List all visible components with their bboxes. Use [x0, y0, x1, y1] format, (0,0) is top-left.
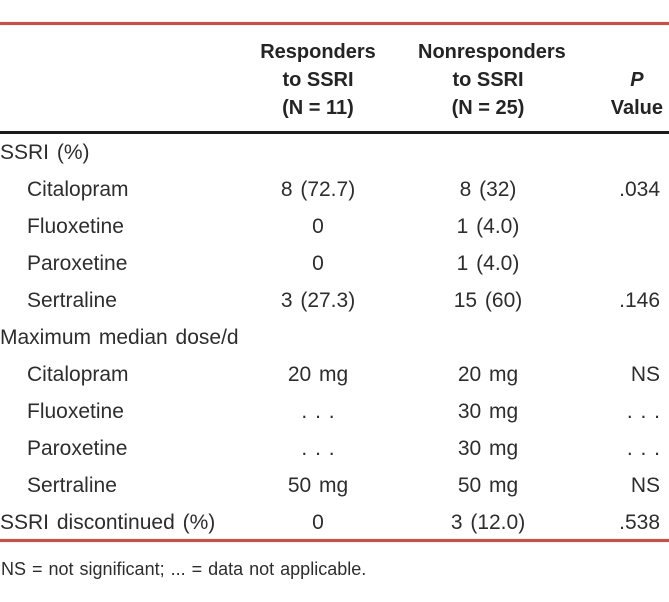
p-value-cell	[558, 245, 669, 282]
header-p-value-word: Value	[610, 97, 663, 119]
p-value-cell	[558, 133, 669, 172]
responders-cell: 50 mg	[287, 474, 349, 497]
p-value-cell: .538	[619, 511, 660, 534]
nonresponders-cell: 30 mg	[457, 437, 519, 460]
responders-cell: 8 (72.7)	[280, 178, 356, 201]
table-row: SSRI (%)	[0, 133, 669, 172]
row-label: Citalopram	[27, 178, 129, 201]
table-row: Citalopram 20 mg 20 mg NS	[0, 356, 669, 393]
p-value-cell	[558, 319, 669, 356]
responders-cell	[218, 133, 418, 172]
table-row: Paroxetine . . . 30 mg . . .	[0, 430, 669, 467]
table-row: Citalopram 8 (72.7) 8 (32) .034	[0, 171, 669, 208]
table-body: SSRI (%) Citalopram 8 (72.7) 8 (32) .034…	[0, 133, 669, 542]
nonresponders-cell: 3 (12.0)	[450, 511, 526, 534]
row-label: Fluoxetine	[27, 215, 124, 238]
p-value-cell: . . .	[626, 400, 660, 423]
p-value-cell: NS	[630, 363, 660, 386]
header-p-symbol: P	[630, 69, 644, 91]
responders-cell: 20 mg	[287, 363, 349, 386]
header-line: (N = 25)	[451, 97, 525, 119]
p-value-cell: .146	[619, 289, 660, 312]
header-line: to SSRI	[452, 69, 524, 91]
nonresponders-cell	[418, 319, 558, 356]
header-nonresponders: Nonresponders to SSRI (N = 25)	[418, 24, 566, 134]
row-label: Fluoxetine	[27, 400, 124, 423]
row-label: Maximum median dose/d	[0, 326, 239, 349]
nonresponders-cell	[418, 133, 558, 172]
row-label: Paroxetine	[27, 437, 128, 460]
header-line: Nonresponders	[418, 41, 566, 63]
header-line: Responders	[260, 41, 376, 63]
table-row: Maximum median dose/d	[0, 319, 669, 356]
row-label: SSRI discontinued (%)	[0, 511, 216, 534]
responders-cell: 3 (27.3)	[280, 289, 356, 312]
row-label: Citalopram	[27, 363, 129, 386]
table-header: Responders to SSRI (N = 11) Nonresponder…	[0, 24, 669, 134]
header-line: (N = 11)	[282, 97, 354, 119]
nonresponders-cell: 8 (32)	[459, 178, 517, 201]
header-responders: Responders to SSRI (N = 11)	[218, 24, 418, 134]
table-row: SSRI discontinued (%) 0 3 (12.0) .538	[0, 504, 669, 541]
table-footnote: NS = not significant; ... = data not app…	[1, 559, 367, 579]
table-row: Fluoxetine 0 1 (4.0)	[0, 208, 669, 245]
bottom-red-rule	[0, 539, 669, 542]
row-label: Sertraline	[27, 474, 117, 497]
nonresponders-cell: 1 (4.0)	[456, 215, 520, 238]
p-value-cell	[558, 208, 669, 245]
nonresponders-cell: 1 (4.0)	[456, 252, 520, 275]
responders-cell: 0	[312, 215, 324, 238]
header-line: to SSRI	[282, 69, 354, 91]
row-label: Paroxetine	[27, 252, 128, 275]
nonresponders-cell: 30 mg	[457, 400, 519, 423]
header-empty-cell	[0, 24, 218, 134]
responders-cell: . . .	[301, 400, 335, 423]
row-label: Sertraline	[27, 289, 117, 312]
top-red-rule	[0, 22, 669, 25]
p-value-cell: .034	[619, 178, 660, 201]
header-p-value: P Value	[558, 24, 669, 134]
nonresponders-cell: 20 mg	[457, 363, 519, 386]
nonresponders-cell: 15 (60)	[453, 289, 523, 312]
table-row: Sertraline 3 (27.3) 15 (60) .146	[0, 282, 669, 319]
p-value-cell: . . .	[626, 437, 660, 460]
responders-cell: 0	[312, 511, 324, 534]
nonresponders-cell: 50 mg	[457, 474, 519, 497]
responders-cell: . . .	[301, 437, 335, 460]
table-row: Sertraline 50 mg 50 mg NS	[0, 467, 669, 504]
ssri-comparison-table: Responders to SSRI (N = 11) Nonresponder…	[0, 24, 669, 541]
row-label: SSRI (%)	[0, 141, 90, 164]
responders-cell	[218, 319, 418, 356]
responders-cell: 0	[312, 252, 324, 275]
table-row: Paroxetine 0 1 (4.0)	[0, 245, 669, 282]
table-row: Fluoxetine . . . 30 mg . . .	[0, 393, 669, 430]
p-value-cell: NS	[630, 474, 660, 497]
